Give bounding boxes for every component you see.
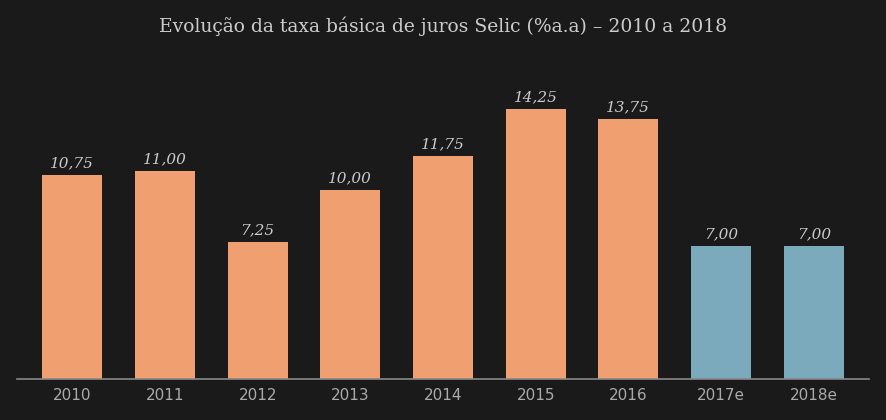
Bar xyxy=(783,246,843,378)
Text: 7,00: 7,00 xyxy=(797,228,831,241)
Bar xyxy=(598,118,658,378)
Bar xyxy=(43,175,103,378)
Bar xyxy=(135,171,195,378)
Text: 11,75: 11,75 xyxy=(421,138,465,152)
Text: 13,75: 13,75 xyxy=(606,100,650,114)
Text: 11,00: 11,00 xyxy=(143,152,187,166)
Title: Evolução da taxa básica de juros Selic (%a.a) – 2010 a 2018: Evolução da taxa básica de juros Selic (… xyxy=(159,17,727,36)
Text: 10,75: 10,75 xyxy=(51,157,94,171)
Bar xyxy=(228,241,288,378)
Text: 14,25: 14,25 xyxy=(514,90,557,105)
Bar xyxy=(413,156,473,378)
Text: 10,00: 10,00 xyxy=(329,171,372,185)
Text: 7,00: 7,00 xyxy=(704,228,738,241)
Bar xyxy=(506,109,566,378)
Text: 7,25: 7,25 xyxy=(241,223,275,237)
Bar xyxy=(691,246,751,378)
Bar xyxy=(320,189,380,378)
